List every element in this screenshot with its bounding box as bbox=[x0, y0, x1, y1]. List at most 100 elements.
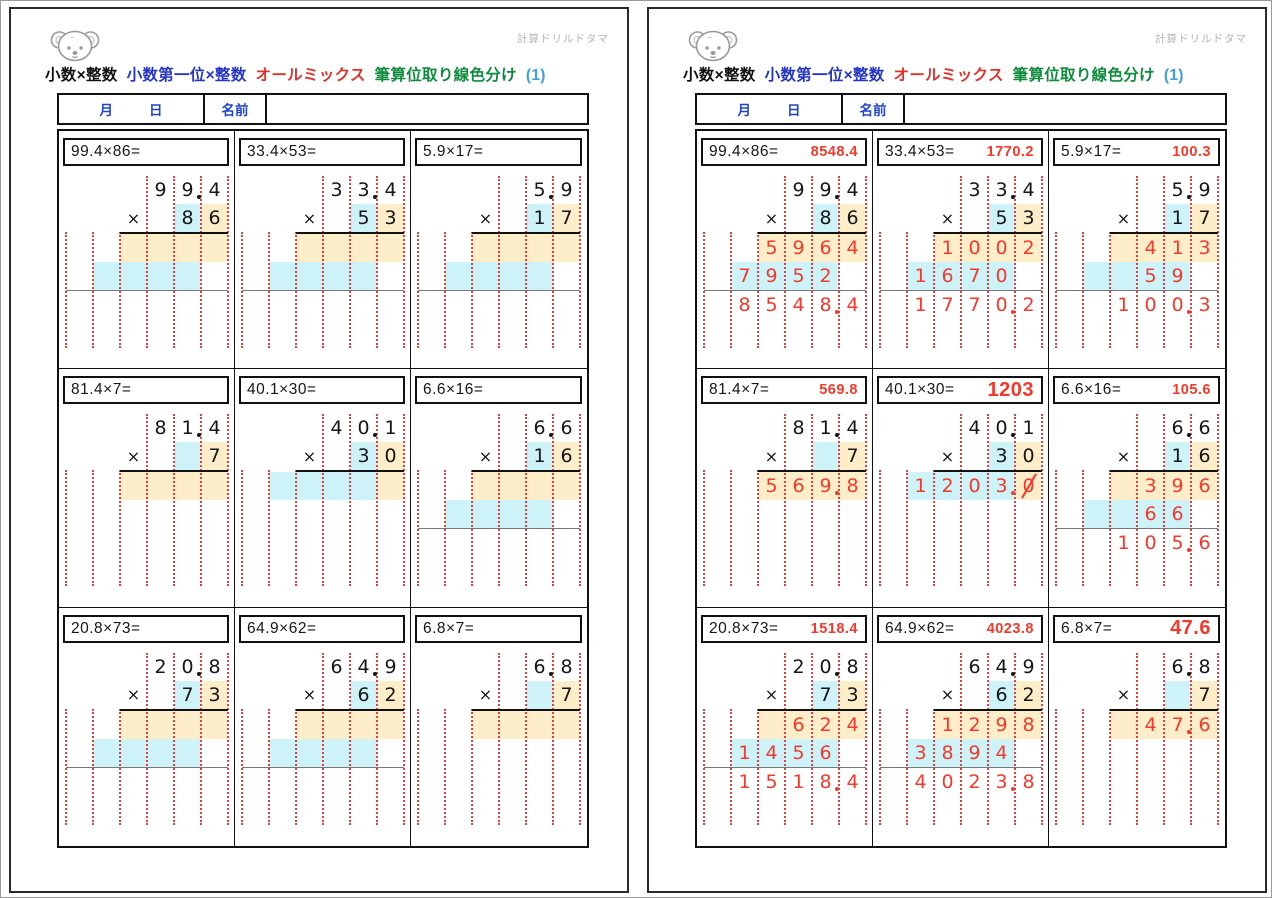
place-value-cell bbox=[499, 472, 526, 501]
place-value-cell: 0 bbox=[1164, 291, 1191, 319]
place-value-cell bbox=[731, 472, 758, 500]
digit: 0 bbox=[819, 656, 839, 678]
place-value-cell bbox=[880, 711, 907, 739]
bear-logo-icon bbox=[687, 21, 739, 72]
place-value-cell bbox=[785, 442, 812, 470]
digit: 2 bbox=[384, 683, 397, 706]
place-value-cell bbox=[350, 738, 377, 767]
place-value-cell: 3 bbox=[907, 738, 934, 767]
place-value-cell bbox=[1083, 442, 1110, 470]
digit: 5 bbox=[1171, 179, 1191, 201]
place-value-guide-line bbox=[65, 470, 67, 587]
problem-box: 5.9×17= 100.3 bbox=[1053, 138, 1220, 166]
place-value-cell bbox=[147, 204, 174, 232]
place-value-cell bbox=[174, 472, 201, 501]
place-value-cell bbox=[704, 291, 731, 319]
digit: × bbox=[1116, 446, 1131, 466]
place-value-cell bbox=[418, 500, 445, 528]
place-value-cell bbox=[526, 262, 553, 290]
digit: 4 bbox=[846, 294, 859, 316]
place-value-guide-line bbox=[552, 652, 554, 825]
decimal-point-icon bbox=[1186, 433, 1191, 438]
place-value-guide-line bbox=[865, 652, 867, 825]
vertical-calculation: 6 8 × 7 4 7 6 bbox=[1055, 652, 1219, 825]
place-value-cell: 3 bbox=[988, 472, 1015, 501]
place-value-cell bbox=[907, 414, 934, 442]
multiplier-row: × 7 bbox=[704, 442, 866, 471]
place-value-cell bbox=[445, 529, 472, 557]
vertical-calculation: 4 0 1 × 3 0 1 2 0 3 0 bbox=[879, 414, 1043, 587]
place-value-guide-line bbox=[960, 414, 962, 587]
place-value-cell bbox=[93, 653, 120, 681]
decimal-point-icon bbox=[196, 195, 201, 199]
place-value-cell bbox=[350, 291, 377, 319]
problem-expression: 20.8×73= bbox=[709, 619, 779, 637]
place-value-guide-line bbox=[1041, 414, 1043, 587]
multiplier-row: × 7 3 bbox=[66, 680, 228, 709]
place-value-cell bbox=[731, 653, 758, 681]
place-value-cell bbox=[1015, 262, 1042, 290]
place-value-guide-line bbox=[417, 708, 419, 825]
place-value-cell: 6 bbox=[1191, 529, 1218, 557]
place-value-guide-line bbox=[173, 652, 175, 825]
place-value-cell: 2 bbox=[147, 653, 174, 681]
sum-rule-line bbox=[880, 766, 1042, 768]
place-value-cell: 9 bbox=[174, 176, 201, 204]
bear-logo-icon bbox=[49, 21, 101, 72]
place-value-guide-line bbox=[525, 176, 527, 348]
partial-product-row-1 bbox=[418, 472, 580, 501]
place-value-cell bbox=[880, 262, 907, 290]
digit: × bbox=[478, 446, 493, 466]
digit: 7 bbox=[1198, 683, 1211, 706]
digit: × bbox=[940, 208, 955, 228]
place-value-cell bbox=[553, 291, 580, 319]
place-value-guide-line bbox=[552, 176, 554, 348]
place-value-cell: 8 bbox=[1015, 710, 1042, 739]
digit: 1 bbox=[738, 770, 751, 793]
place-value-cell bbox=[880, 739, 907, 767]
digit: 6 bbox=[941, 265, 954, 287]
place-value-cell: 5 bbox=[1164, 176, 1191, 204]
problem-cell: 33.4×53= 1770.2 3 3 4 × 5 3 1 0 0 2 1 6 7 0 1 7 7 0 2 bbox=[873, 131, 1049, 370]
place-value-cell bbox=[242, 653, 269, 681]
place-value-cell: 0 bbox=[1137, 529, 1164, 557]
place-value-guide-line bbox=[403, 176, 405, 348]
place-value-cell bbox=[499, 176, 526, 204]
vertical-calculation: 3 3 4 × 5 3 1 0 0 2 1 6 7 0 1 7 7 0 2 bbox=[879, 176, 1043, 348]
digit: 4 bbox=[846, 237, 859, 259]
multiply-rule-line bbox=[120, 232, 228, 234]
digit: 9 bbox=[765, 265, 778, 287]
place-value-cell: 4 bbox=[323, 414, 350, 442]
place-value-cell: 9 bbox=[1164, 472, 1191, 501]
problem-cell: 64.9×62= 6 4 9 × 6 2 bbox=[235, 607, 411, 846]
place-value-cell bbox=[66, 234, 93, 262]
place-value-guide-line bbox=[200, 652, 202, 825]
place-value-cell: 2 bbox=[961, 710, 988, 739]
decimal-point-icon bbox=[1010, 195, 1015, 199]
place-value-cell bbox=[1110, 262, 1137, 290]
digit: 3 bbox=[1198, 294, 1211, 316]
place-value-cell bbox=[350, 262, 377, 290]
digit: 7 bbox=[846, 445, 859, 468]
place-value-guide-line bbox=[1136, 414, 1138, 587]
place-value-cell: 8 bbox=[201, 653, 228, 681]
problems-grid: 99.4×86= 8548.4 9 9 4 × 8 6 5 9 6 4 7 9 5 2 8 5 4 8 4 33.4×53… bbox=[695, 129, 1227, 848]
place-value-cell: 7 bbox=[812, 680, 839, 709]
place-value-cell bbox=[147, 768, 174, 796]
place-value-cell bbox=[269, 234, 296, 262]
place-value-guide-line bbox=[987, 414, 989, 587]
digit: 8 bbox=[208, 655, 221, 678]
multiplier-row: × 3 0 bbox=[242, 442, 404, 471]
place-value-cell bbox=[1056, 472, 1083, 500]
place-value-cell bbox=[323, 234, 350, 262]
place-value-cell bbox=[472, 710, 499, 739]
place-value-cell bbox=[1056, 176, 1083, 204]
place-value-cell bbox=[296, 414, 323, 442]
place-value-cell: 9 bbox=[961, 738, 988, 767]
place-value-cell: 4 bbox=[961, 414, 988, 442]
place-value-cell bbox=[93, 414, 120, 442]
answer-value: 4023.8 bbox=[986, 620, 1034, 637]
